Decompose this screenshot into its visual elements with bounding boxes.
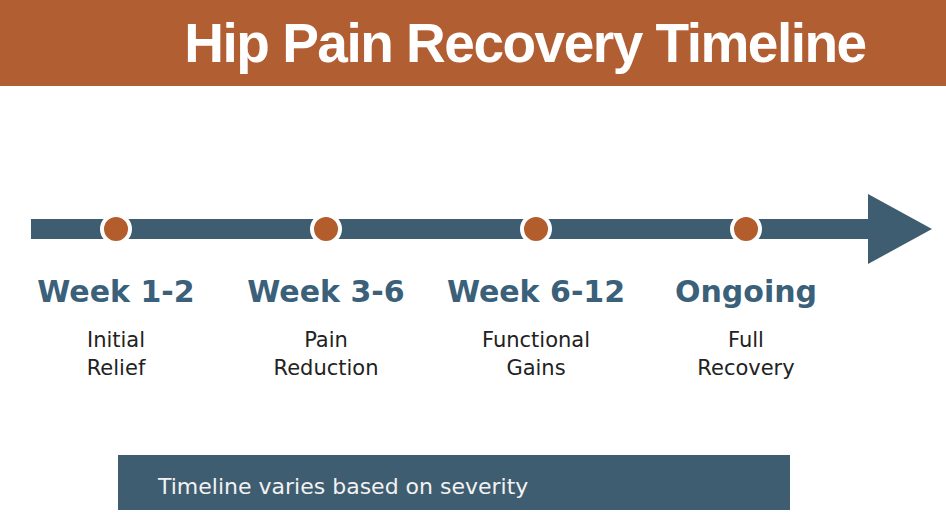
milestone-3: Week 6-12 Functional Gains [436, 277, 636, 382]
milestone-phase-label: Full Recovery [646, 326, 846, 382]
phase-line-1: Pain [226, 326, 426, 354]
milestone-week-label: Ongoing [646, 277, 846, 307]
page-title: Hip Pain Recovery Timeline [184, 11, 865, 75]
infographic-canvas: Hip Pain Recovery Timeline Week 1-2 Init… [0, 0, 946, 527]
milestone-week-label: Week 3-6 [226, 277, 426, 307]
milestone-dot-3 [520, 213, 552, 245]
phase-line-1: Full [646, 326, 846, 354]
milestone-week-label: Week 6-12 [436, 277, 636, 307]
phase-line-2: Recovery [646, 354, 846, 382]
phase-line-2: Gains [436, 354, 636, 382]
phase-line-2: Reduction [226, 354, 426, 382]
milestone-phase-label: Functional Gains [436, 326, 636, 382]
milestone-week-label: Week 1-2 [16, 277, 216, 307]
milestone-dot-2 [310, 213, 342, 245]
milestone-phase-label: Pain Reduction [226, 326, 426, 382]
arrow-right-icon [868, 194, 932, 264]
phase-line-1: Initial [16, 326, 216, 354]
footer-note-text: Timeline varies based on severity [158, 474, 528, 499]
milestone-4: Ongoing Full Recovery [646, 277, 846, 382]
phase-line-1: Functional [436, 326, 636, 354]
milestone-1: Week 1-2 Initial Relief [16, 277, 216, 382]
milestone-dot-1 [100, 213, 132, 245]
footer-note-box: Timeline varies based on severity [118, 455, 790, 510]
milestone-2: Week 3-6 Pain Reduction [226, 277, 426, 382]
milestone-phase-label: Initial Relief [16, 326, 216, 382]
phase-line-2: Relief [16, 354, 216, 382]
milestone-dot-4 [730, 213, 762, 245]
header-banner: Hip Pain Recovery Timeline [0, 0, 946, 86]
